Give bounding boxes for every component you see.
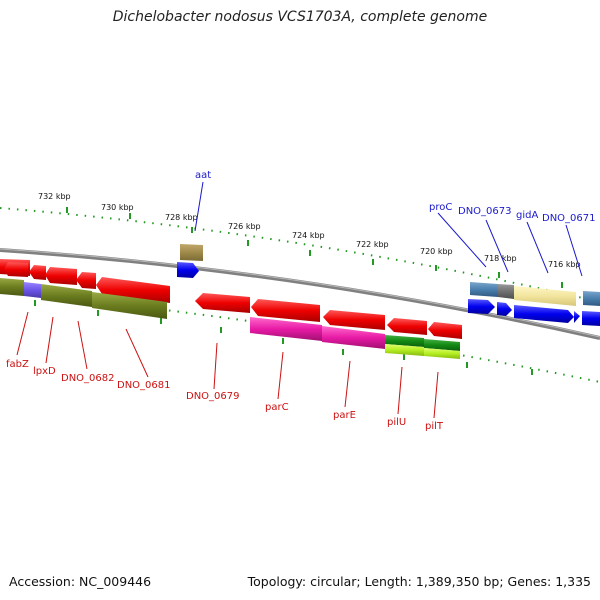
tick-label: 716 kbp bbox=[548, 260, 581, 269]
tick-label: 730 kbp bbox=[101, 203, 134, 212]
gene-label-aat[interactable]: aat bbox=[195, 170, 211, 181]
gene-arrow[interactable] bbox=[41, 284, 92, 307]
gene-label-dno-0671[interactable]: DNO_0671 bbox=[542, 213, 596, 224]
gene-label-fabZ[interactable]: fabZ bbox=[6, 359, 29, 370]
gene-arrow[interactable] bbox=[424, 348, 460, 359]
gene-arrow[interactable] bbox=[582, 311, 600, 326]
gene-arrow[interactable] bbox=[4, 262, 28, 277]
major-ticks-inner bbox=[34, 300, 533, 375]
tick-label: 728 kbp bbox=[165, 213, 198, 222]
gene-arrow[interactable] bbox=[497, 302, 512, 316]
gene-label-lpxD[interactable]: lpxD bbox=[33, 366, 56, 377]
gene-arrow[interactable] bbox=[468, 299, 495, 314]
accession-label: Accession: NC_009446 bbox=[9, 574, 152, 589]
major-ticks-outer bbox=[66, 207, 563, 288]
gene-arrow[interactable] bbox=[96, 277, 170, 303]
page-title: Dichelobacter nodosus VCS1703A, complete… bbox=[112, 9, 488, 25]
gene-label-dno-0682[interactable]: DNO_0682 bbox=[61, 373, 115, 384]
tick-label: 724 kbp bbox=[292, 231, 325, 240]
gene-label-proC[interactable]: proC bbox=[429, 202, 452, 213]
tick-label: 726 kbp bbox=[228, 222, 261, 231]
gene-arrow[interactable] bbox=[470, 282, 498, 297]
gene-arrow[interactable] bbox=[323, 310, 385, 330]
gene-arrow[interactable] bbox=[92, 292, 167, 319]
gene-arrow[interactable] bbox=[387, 318, 427, 335]
gene-arrow[interactable] bbox=[574, 311, 580, 323]
genome-backbone bbox=[0, 248, 600, 340]
gene-label-gidA[interactable]: gidA bbox=[516, 210, 538, 221]
tick-label: 720 kbp bbox=[420, 247, 453, 256]
gene-arrow[interactable] bbox=[180, 244, 203, 261]
tick-label: 722 kbp bbox=[356, 240, 389, 249]
gene-arrow[interactable] bbox=[177, 262, 199, 278]
gene-arrow[interactable] bbox=[385, 344, 424, 356]
gene-arrow[interactable] bbox=[45, 267, 77, 285]
gene-arrow[interactable] bbox=[583, 291, 600, 306]
gene-label-dno-0681[interactable]: DNO_0681 bbox=[117, 380, 171, 391]
gene-arrow[interactable] bbox=[322, 326, 385, 349]
gene-arrow[interactable] bbox=[76, 272, 96, 289]
gene-arrow[interactable] bbox=[428, 322, 462, 339]
gene-arrow[interactable] bbox=[251, 299, 320, 322]
gene-arrow[interactable] bbox=[195, 293, 250, 313]
gene-arrow[interactable] bbox=[514, 286, 576, 306]
forward-gene-track bbox=[177, 244, 600, 326]
tick-label: 718 kbp bbox=[484, 254, 517, 263]
gene-arrow[interactable] bbox=[424, 339, 460, 351]
gene-label-pilU[interactable]: pilU bbox=[387, 417, 406, 428]
forward-label-leaders bbox=[194, 181, 583, 277]
gene-label-dno-0673[interactable]: DNO_0673 bbox=[458, 206, 512, 217]
gene-arrow[interactable] bbox=[385, 335, 424, 347]
reverse-gene-track bbox=[0, 259, 462, 359]
gene-arrow[interactable] bbox=[250, 317, 322, 341]
gene-label-parC[interactable]: parC bbox=[265, 402, 289, 413]
tick-label: 732 kbp bbox=[38, 192, 71, 201]
genome-summary: Topology: circular; Length: 1,389,350 bp… bbox=[247, 574, 591, 589]
gene-arrow[interactable] bbox=[514, 305, 574, 323]
gene-arrow[interactable] bbox=[0, 278, 24, 296]
gene-label-parE[interactable]: parE bbox=[333, 410, 356, 421]
gene-arrow[interactable] bbox=[29, 265, 46, 280]
gene-label-dno-0679[interactable]: DNO_0679 bbox=[186, 391, 240, 402]
gene-arrow[interactable] bbox=[24, 282, 41, 298]
gene-arrow[interactable] bbox=[498, 284, 514, 299]
reverse-label-leaders bbox=[16, 311, 439, 419]
gene-label-pilT[interactable]: pilT bbox=[425, 421, 444, 432]
